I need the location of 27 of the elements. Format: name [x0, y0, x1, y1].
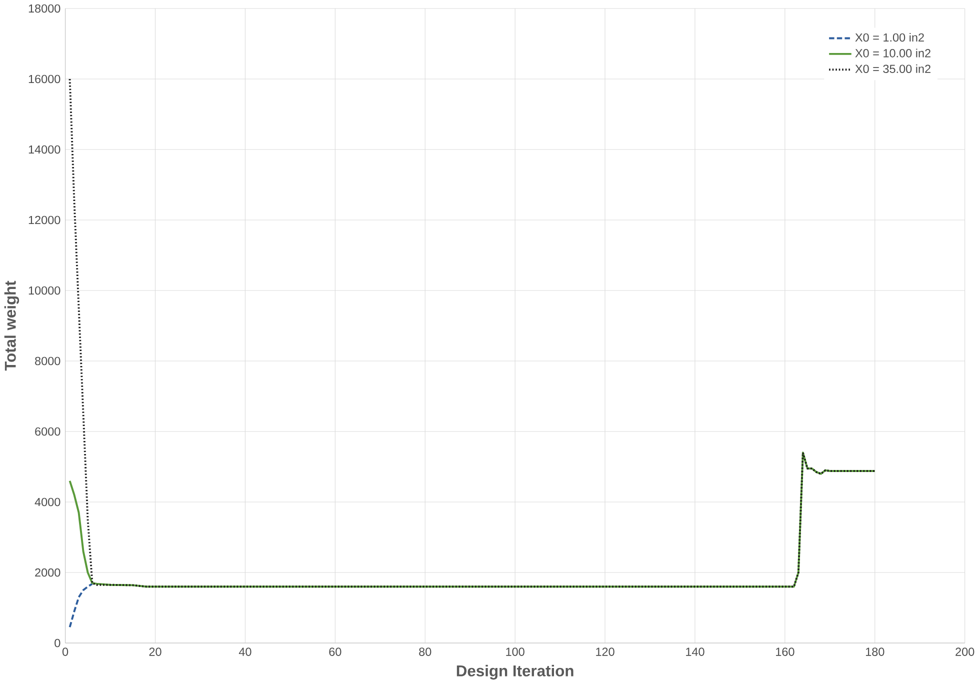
x-tick-label: 100: [506, 648, 524, 656]
y-tick-label: 2000: [35, 568, 60, 577]
y-tick-label: 4000: [34, 498, 60, 506]
legend-label: X0 = 10.00 in2: [855, 48, 930, 58]
y-tick-label: 6000: [35, 427, 60, 436]
legend-label: X0 = 1.00 in2: [855, 33, 924, 42]
y-tick-label: 8000: [35, 356, 60, 366]
y-tick-label: 10000: [28, 286, 60, 295]
legend-label: X0 = 35.00 in2: [855, 64, 930, 74]
y-tick-label: 0: [54, 638, 60, 648]
y-axis-title: Total weight: [4, 280, 20, 371]
x-tick-label: 200: [956, 648, 974, 656]
x-tick-label: 80: [419, 648, 432, 656]
x-tick-label: 160: [776, 648, 794, 656]
y-tick-label: 14000: [28, 145, 60, 154]
x-tick-label: 140: [686, 648, 704, 656]
y-tick-label: 16000: [28, 74, 60, 84]
y-tick-label: 12000: [28, 216, 60, 224]
x-tick-label: 20: [149, 648, 162, 656]
x-tick-label: 40: [238, 648, 252, 656]
x-axis-title: Design Iteration: [456, 664, 574, 680]
x-tick-label: 180: [866, 648, 884, 656]
line-series: [68, 582, 94, 628]
x-tick-label: 60: [329, 648, 342, 656]
x-tick-label: 0: [62, 648, 68, 656]
x-tick-label: 120: [596, 648, 614, 656]
y-tick-label: 18000: [28, 4, 60, 13]
